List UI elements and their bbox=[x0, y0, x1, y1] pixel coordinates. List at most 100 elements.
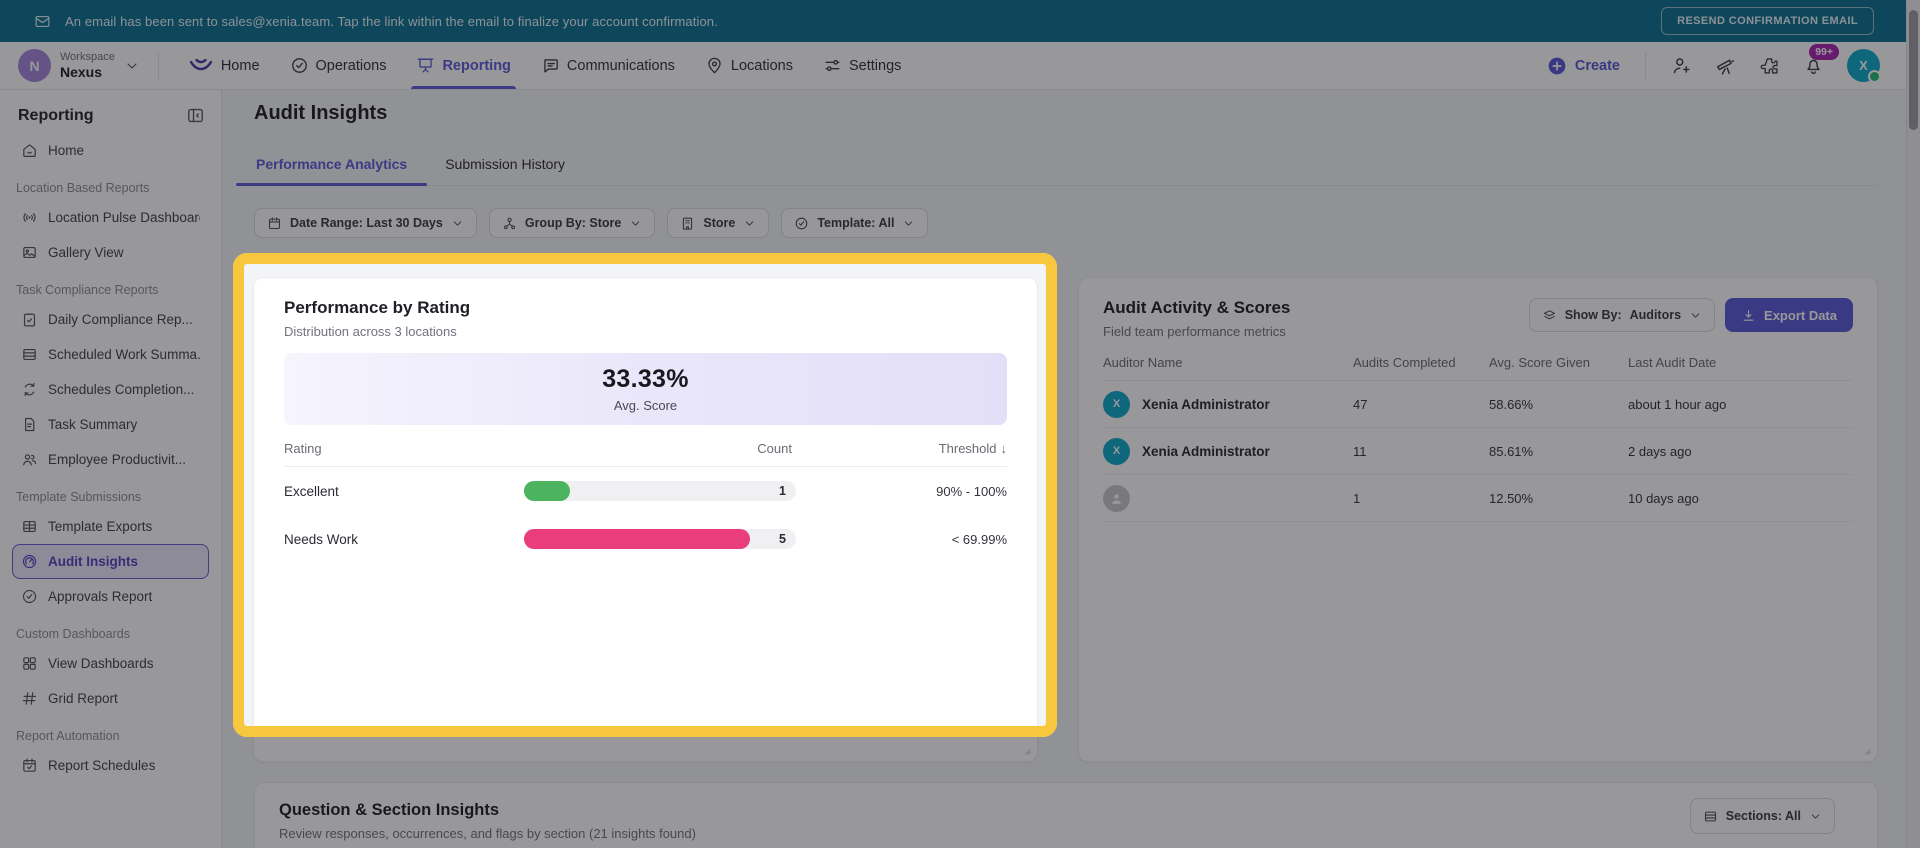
sidebar-item-scheduled-work-summa[interactable]: Scheduled Work Summa... bbox=[12, 337, 209, 372]
export-data-button[interactable]: Export Data bbox=[1725, 298, 1853, 332]
card-title: Audit Activity & Scores bbox=[1103, 298, 1529, 318]
gauge-icon bbox=[21, 553, 38, 570]
chevron-down-icon bbox=[1689, 309, 1702, 322]
sidebar-item-label: Scheduled Work Summa... bbox=[48, 347, 200, 362]
scrollbar-thumb[interactable] bbox=[1909, 10, 1918, 130]
sidebar-item-home[interactable]: Home bbox=[12, 133, 209, 168]
column-threshold-sort[interactable]: Threshold ↓ bbox=[802, 441, 1007, 456]
sidebar-item-schedules-completion[interactable]: Schedules Completion... bbox=[12, 372, 209, 407]
nav-item-communications[interactable]: Communications bbox=[528, 42, 688, 89]
card-subtitle: Field team performance metrics bbox=[1103, 324, 1529, 339]
sidebar-section-label: Location Based Reports bbox=[12, 168, 209, 200]
sidebar-item-label: Task Summary bbox=[48, 417, 137, 432]
sidebar-item-task-summary[interactable]: Task Summary bbox=[12, 407, 209, 442]
chevron-down-icon bbox=[124, 58, 140, 74]
filter-template[interactable]: Template: All bbox=[781, 208, 928, 238]
group-icon bbox=[502, 216, 517, 231]
sidebar-list: HomeLocation Based ReportsLocation Pulse… bbox=[12, 133, 209, 783]
sidebar-section-label: Task Compliance Reports bbox=[12, 270, 209, 302]
chevron-down-icon bbox=[902, 217, 915, 230]
column-audits-completed: Audits Completed bbox=[1353, 355, 1489, 370]
mail-icon bbox=[34, 13, 51, 30]
sidebar-item-report-schedules[interactable]: Report Schedules bbox=[12, 748, 209, 783]
sections-dropdown[interactable]: Sections: All bbox=[1690, 798, 1835, 834]
sidebar-item-label: Report Schedules bbox=[48, 758, 155, 773]
nav-item-label: Locations bbox=[731, 58, 793, 74]
notifications-bell-icon[interactable]: 99+ bbox=[1803, 55, 1824, 76]
nav-item-reporting[interactable]: Reporting bbox=[403, 42, 523, 89]
last-audit-date: 10 days ago bbox=[1628, 491, 1853, 506]
rows-icon bbox=[1703, 809, 1718, 824]
sidebar-collapse-icon[interactable] bbox=[186, 106, 205, 125]
tab-submission-history[interactable]: Submission History bbox=[443, 148, 567, 185]
performance-by-rating-card: Performance by Rating Distribution acros… bbox=[253, 277, 1038, 762]
sidebar-item-label: Daily Compliance Rep... bbox=[48, 312, 193, 327]
sidebar-item-location-pulse-dashboard[interactable]: Location Pulse Dashboard bbox=[12, 200, 209, 235]
avg-score-given: 85.61% bbox=[1489, 444, 1628, 459]
rating-threshold: < 69.99% bbox=[802, 532, 1007, 547]
building-icon bbox=[680, 216, 695, 231]
filter-store[interactable]: Store bbox=[667, 208, 769, 238]
sidebar-item-label: View Dashboards bbox=[48, 656, 154, 671]
sidebar-item-label: Template Exports bbox=[48, 519, 152, 534]
chevron-down-icon bbox=[629, 217, 642, 230]
page-scrollbar[interactable] bbox=[1906, 0, 1920, 848]
grid-icon bbox=[21, 655, 38, 672]
create-label: Create bbox=[1575, 58, 1620, 74]
sidebar-title: Reporting bbox=[18, 107, 94, 125]
workspace-switcher[interactable]: N Workspace Nexus bbox=[18, 49, 140, 82]
resend-confirmation-button[interactable]: RESEND CONFIRMATION EMAIL bbox=[1661, 7, 1874, 35]
sidebar-item-approvals-report[interactable]: Approvals Report bbox=[12, 579, 209, 614]
nav-item-operations[interactable]: Operations bbox=[277, 42, 400, 89]
sidebar-item-grid-report[interactable]: Grid Report bbox=[12, 681, 209, 716]
invite-user-icon[interactable] bbox=[1671, 55, 1692, 76]
sidebar-item-label: Gallery View bbox=[48, 245, 124, 260]
sections-label: Sections: All bbox=[1726, 809, 1801, 823]
filter-label: Store bbox=[703, 216, 735, 230]
rating-row: Excellent190% - 100% bbox=[284, 467, 1007, 515]
integrations-puzzle-icon[interactable] bbox=[1759, 55, 1780, 76]
reporting-sidebar: Reporting HomeLocation Based ReportsLoca… bbox=[0, 90, 222, 848]
nav-item-home[interactable]: Home bbox=[175, 42, 273, 89]
broadcast-icon bbox=[21, 209, 38, 226]
filter-date-range[interactable]: Date Range: Last 30 Days bbox=[254, 208, 477, 238]
sidebar-item-daily-compliance-rep[interactable]: Daily Compliance Rep... bbox=[12, 302, 209, 337]
telescope-icon[interactable] bbox=[1715, 55, 1736, 76]
avg-score-given: 58.66% bbox=[1489, 397, 1628, 412]
user-avatar[interactable]: X bbox=[1847, 49, 1880, 82]
column-count: Count bbox=[524, 441, 802, 456]
check-circle-icon bbox=[290, 56, 309, 75]
column-last-audit-date: Last Audit Date bbox=[1628, 355, 1853, 370]
chat-icon bbox=[541, 56, 560, 75]
create-button[interactable]: Create bbox=[1547, 56, 1620, 76]
banner-message: An email has been sent to sales@xenia.te… bbox=[65, 14, 718, 29]
nav-item-label: Settings bbox=[849, 58, 901, 74]
top-navigation: N Workspace Nexus HomeOperationsReportin… bbox=[0, 42, 1920, 90]
sidebar-item-view-dashboards[interactable]: View Dashboards bbox=[12, 646, 209, 681]
show-by-dropdown[interactable]: Show By: Auditors bbox=[1529, 298, 1715, 332]
auditor-name: Xenia Administrator bbox=[1142, 444, 1270, 459]
sidebar-item-gallery-view[interactable]: Gallery View bbox=[12, 235, 209, 270]
sidebar-item-label: Employee Productivit... bbox=[48, 452, 186, 467]
tab-performance-analytics[interactable]: Performance Analytics bbox=[254, 148, 409, 185]
resize-handle-icon[interactable] bbox=[1861, 745, 1872, 756]
check-circle-icon bbox=[794, 216, 809, 231]
tab-bar: Performance Analytics Submission History bbox=[254, 148, 1878, 186]
presentation-icon bbox=[416, 56, 435, 75]
person-icon bbox=[1103, 485, 1130, 512]
filter-group-by[interactable]: Group By: Store bbox=[489, 208, 656, 238]
audits-completed: 47 bbox=[1353, 397, 1489, 412]
resize-handle-icon[interactable] bbox=[1021, 745, 1032, 756]
refresh-icon bbox=[21, 381, 38, 398]
nav-item-locations[interactable]: Locations bbox=[692, 42, 806, 89]
sidebar-item-audit-insights[interactable]: Audit Insights bbox=[12, 544, 209, 579]
card-title: Performance by Rating bbox=[284, 298, 1007, 318]
last-audit-date: 2 days ago bbox=[1628, 444, 1853, 459]
sidebar-item-employee-productivit[interactable]: Employee Productivit... bbox=[12, 442, 209, 477]
sidebar-item-label: Approvals Report bbox=[48, 589, 152, 604]
sidebar-item-template-exports[interactable]: Template Exports bbox=[12, 509, 209, 544]
sidebar-item-label: Schedules Completion... bbox=[48, 382, 194, 397]
audits-completed: 11 bbox=[1353, 444, 1489, 459]
clipboard-check-icon bbox=[21, 311, 38, 328]
nav-item-settings[interactable]: Settings bbox=[810, 42, 914, 89]
